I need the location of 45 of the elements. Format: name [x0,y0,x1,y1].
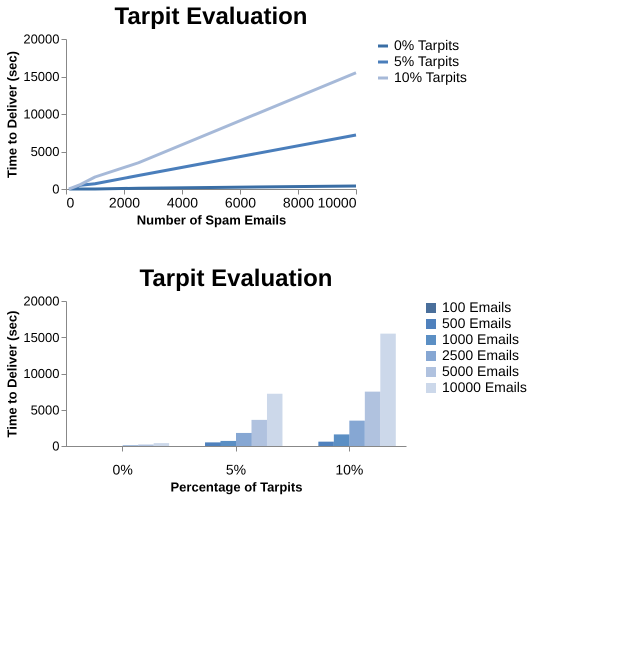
chart-title: Tarpit Evaluation [140,265,332,292]
legend-label: 5000 Emails [442,363,520,379]
legend-label: 2500 Emails [442,347,520,363]
bar [236,432,252,446]
x-tick-label: 6000 [224,194,256,210]
x-tick-label: 4000 [166,194,198,210]
legend-label: 5% Tarpits [394,53,460,69]
x-tick-label: 10000 [318,194,357,210]
y-tick-label: 10000 [23,366,60,381]
y-tick-label: 20000 [23,32,60,46]
bar [364,392,380,446]
y-axis-title: Time to Deliver (sec) [4,51,20,178]
y-tick-label: 0 [52,182,60,196]
legend-label: 500 Emails [442,315,512,331]
bar [318,442,334,446]
legend-label: 100 Emails [442,299,512,315]
legend-label: 10000 Emails [442,379,527,395]
x-tick-label: 2000 [108,194,140,210]
y-axis-title: Time to Deliver (sec) [4,310,20,438]
bar [349,420,365,446]
x-axis-title: Percentage of Tarpits [170,480,302,494]
x-axis-title: Number of Spam Emails [136,212,286,228]
legend-label: 10% Tarpits [394,69,467,85]
x-tick-label: 8000 [282,194,314,210]
legend-label: 0% Tarpits [394,37,460,53]
x-tick-label: 0 [66,194,74,210]
y-tick-label: 5000 [30,402,60,418]
chart-title: Tarpit Evaluation [114,3,308,30]
x-tick-label: 0% [112,462,133,478]
bar [154,443,170,446]
legend-label: 1000 Emails [442,331,520,347]
bar [251,420,267,446]
bar [220,440,236,446]
y-tick-label: 15000 [23,330,60,345]
y-tick-label: 0 [52,438,60,454]
bar [266,394,282,446]
x-tick-label: 10% [335,462,364,478]
y-tick-label: 20000 [23,294,60,308]
y-tick-label: 5000 [30,144,60,159]
bar [380,334,396,446]
bar [205,442,221,446]
bar [334,434,350,446]
y-tick-label: 15000 [23,69,60,84]
x-tick-label: 5% [226,462,246,478]
y-tick-label: 10000 [23,106,60,122]
